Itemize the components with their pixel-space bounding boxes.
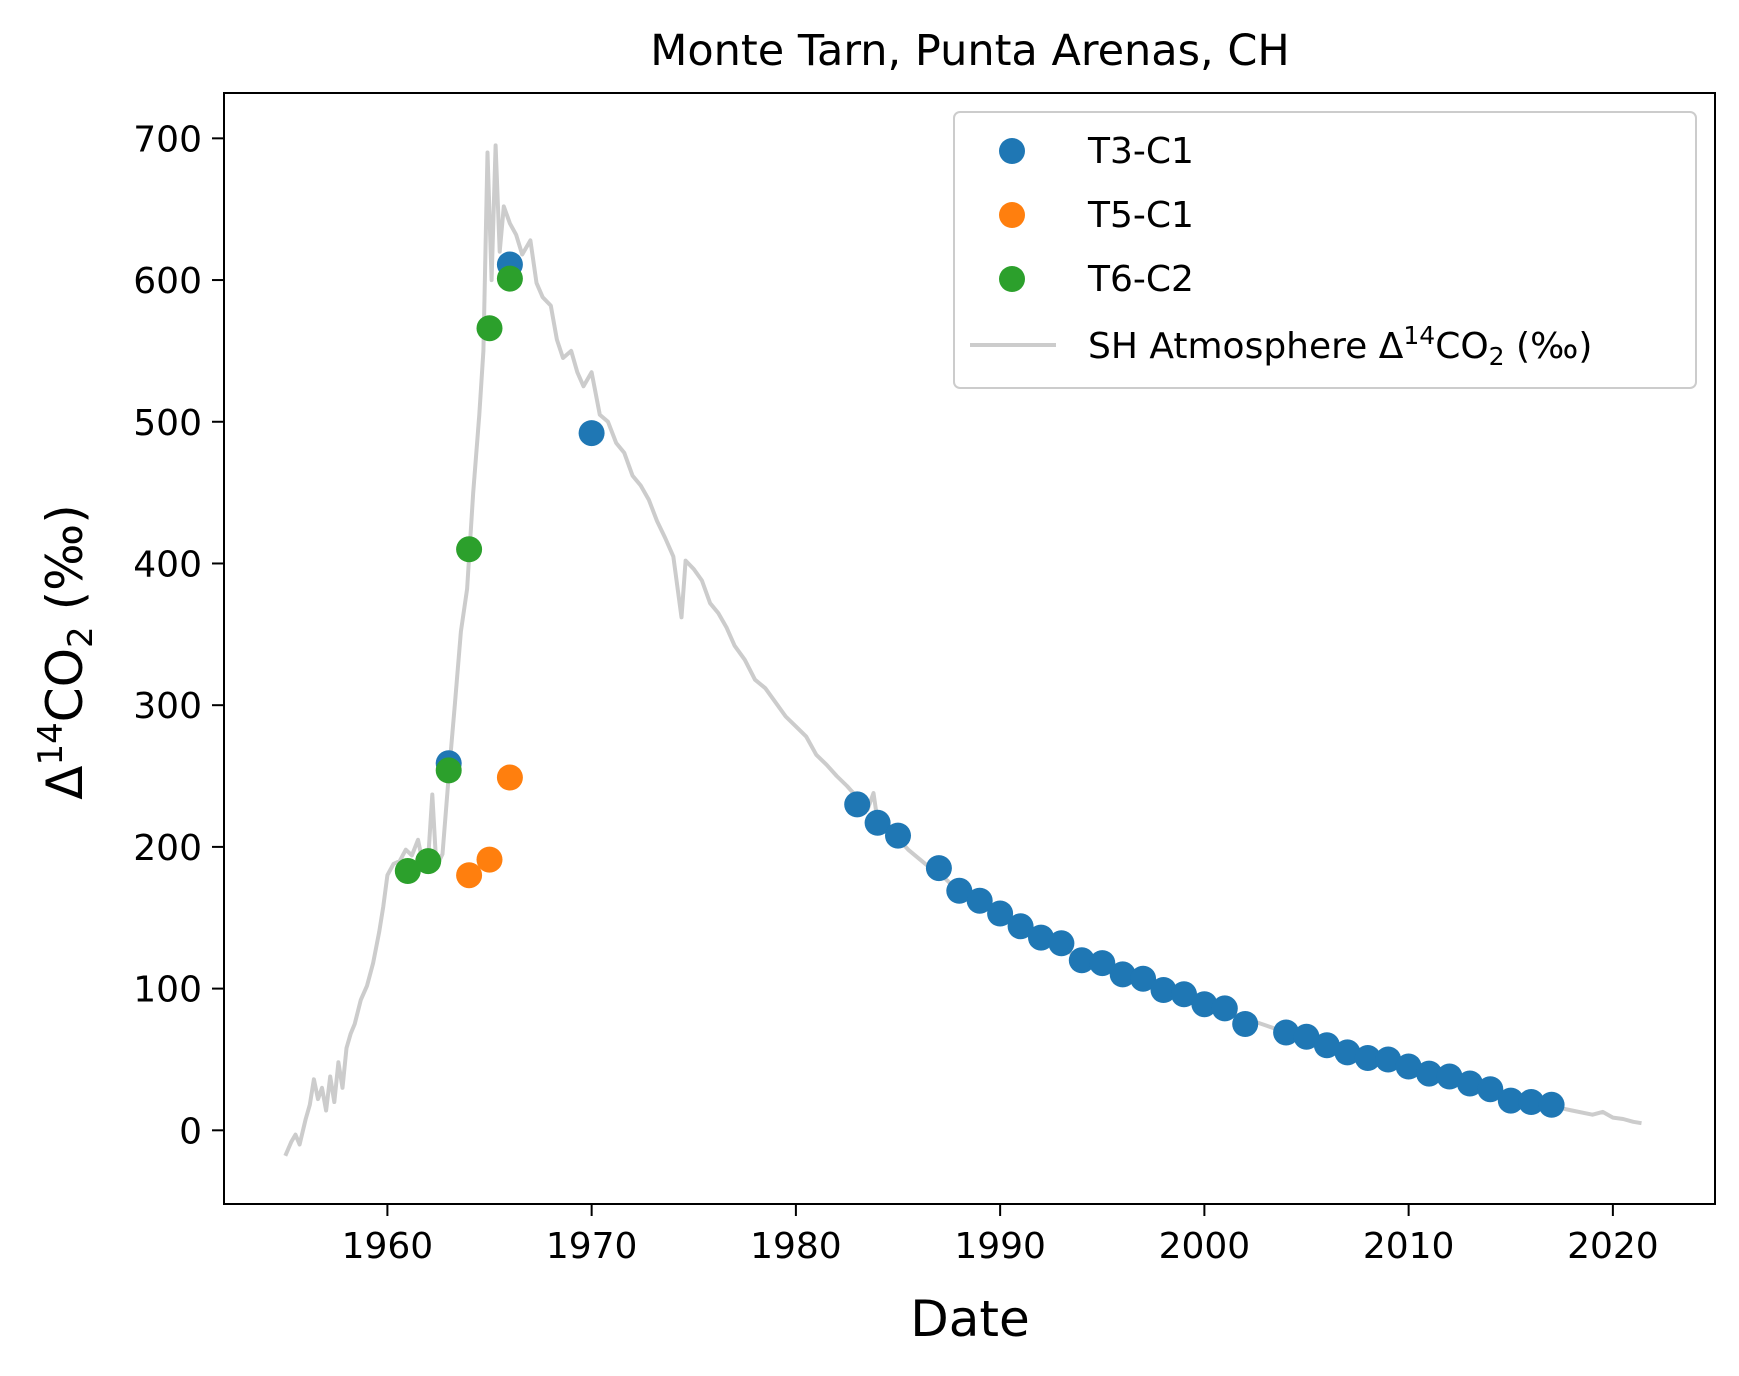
point-t3-c1-5 [885,822,911,849]
point-t3-c1-35 [1538,1091,1565,1118]
y-axis-label-main: CO [36,648,94,722]
point-t6-c2-2 [435,757,462,784]
y-axis: 0 100 200 300 400 500 600 700 [133,119,224,1152]
x-tick-label-1980: 1980 [750,1226,842,1267]
y-tick-label-500: 500 [133,403,202,444]
point-t3-c1-27 [1375,1046,1402,1073]
point-t3-c1-30 [1436,1063,1463,1090]
point-t3-c1-7 [946,877,973,904]
legend-atmosphere-unit: (‰) [1505,326,1593,367]
x-axis: 1960 1970 1980 1990 2000 2010 2020 [342,1204,1659,1267]
point-t3-c1-11 [1028,924,1054,951]
point-t3-c1-28 [1395,1053,1422,1080]
legend-marker-t5-c1 [999,202,1025,228]
point-t3-c1-2 [578,420,605,447]
x-tick-label-2020: 2020 [1567,1226,1659,1267]
point-t3-c1-19 [1191,991,1218,1018]
point-t3-c1-26 [1354,1045,1381,1071]
point-t3-c1-24 [1313,1032,1340,1059]
point-t3-c1-29 [1416,1060,1443,1087]
point-t3-c1-18 [1171,981,1197,1008]
point-t3-c1-22 [1273,1019,1300,1046]
x-tick-label-1960: 1960 [342,1226,434,1267]
point-t3-c1-3 [844,791,871,818]
legend-box [953,111,1697,389]
y-axis-label: Δ14CO2 (‰) [31,504,101,799]
legend-atmosphere-main: CO [1435,326,1488,367]
y-axis-label-unit: (‰) [36,504,94,626]
legend-marker-t3-c1 [999,138,1025,164]
point-t3-c1-10 [1007,913,1034,940]
legend-label-t3-c1: T3-C1 [1087,131,1194,172]
y-tick-label-300: 300 [133,686,202,727]
legend-atmosphere-sub: 2 [1489,342,1505,371]
point-t3-c1-21 [1232,1011,1259,1037]
y-axis-label-base: Δ [36,765,94,799]
series-layer [283,143,1642,1157]
point-t3-c1-20 [1211,995,1238,1022]
x-tick-label-2010: 2010 [1363,1226,1455,1267]
point-t6-c2-4 [476,315,503,342]
legend-atmosphere-sup: 14 [1403,321,1435,350]
y-tick-label-100: 100 [133,970,202,1011]
point-t3-c1-34 [1518,1089,1545,1115]
y-tick-label-700: 700 [133,119,202,160]
legend-label-atmosphere: SH Atmosphere Δ14CO2 (‰) [1088,321,1592,371]
legend: T3-C1 T5-C1 T6-C2 SH Atmosphere Δ14CO2 (… [953,111,1697,389]
series-t3-c1 [435,251,1565,1118]
point-t5-c1-1 [476,846,503,873]
legend-atmosphere-base: SH Atmosphere Δ [1088,326,1404,367]
point-t6-c2-1 [415,848,442,875]
point-t3-c1-31 [1456,1070,1483,1097]
plot-frame [223,92,1716,1205]
x-tick-label-1970: 1970 [546,1226,638,1267]
point-t5-c1-2 [496,764,523,791]
point-t3-c1-4 [864,809,891,836]
point-t3-c1-12 [1048,930,1075,957]
point-t3-c1-8 [966,887,993,914]
legend-label-t5-c1: T5-C1 [1087,195,1194,236]
x-axis-label: Date [910,1290,1030,1348]
x-tick-label-1990: 1990 [954,1226,1046,1267]
point-t3-c1-25 [1334,1039,1361,1066]
y-tick-label-200: 200 [133,828,202,869]
point-t3-c1-9 [987,900,1014,927]
point-t6-c2-3 [456,536,483,563]
y-tick-label-600: 600 [133,261,202,302]
point-t3-c1-23 [1293,1023,1320,1050]
point-t3-c1-14 [1089,950,1116,977]
legend-marker-t6-c2 [999,266,1025,292]
y-axis-label-sub: 2 [61,626,101,648]
y-tick-label-400: 400 [133,544,202,585]
y-axis-label-sup: 14 [31,722,71,765]
point-t3-c1-16 [1130,965,1157,992]
point-t3-c1-6 [925,855,952,882]
chart-title: Monte Tarn, Punta Arenas, CH [650,26,1290,76]
point-t3-c1-32 [1477,1076,1504,1103]
legend-label-t6-c2: T6-C2 [1087,259,1194,300]
x-tick-label-2000: 2000 [1159,1226,1251,1267]
point-t5-c1-0 [456,862,483,889]
plot-area [223,92,1716,1205]
y-tick-label-0: 0 [179,1111,202,1152]
series-t5-c1 [456,764,523,889]
point-t3-c1-33 [1497,1087,1524,1114]
point-t6-c2-5 [496,265,523,292]
series-t6-c2 [394,265,523,884]
point-t3-c1-15 [1109,961,1136,988]
point-t6-c2-0 [394,858,421,884]
point-t3-c1-13 [1068,947,1095,974]
point-t3-c1-17 [1150,977,1177,1003]
